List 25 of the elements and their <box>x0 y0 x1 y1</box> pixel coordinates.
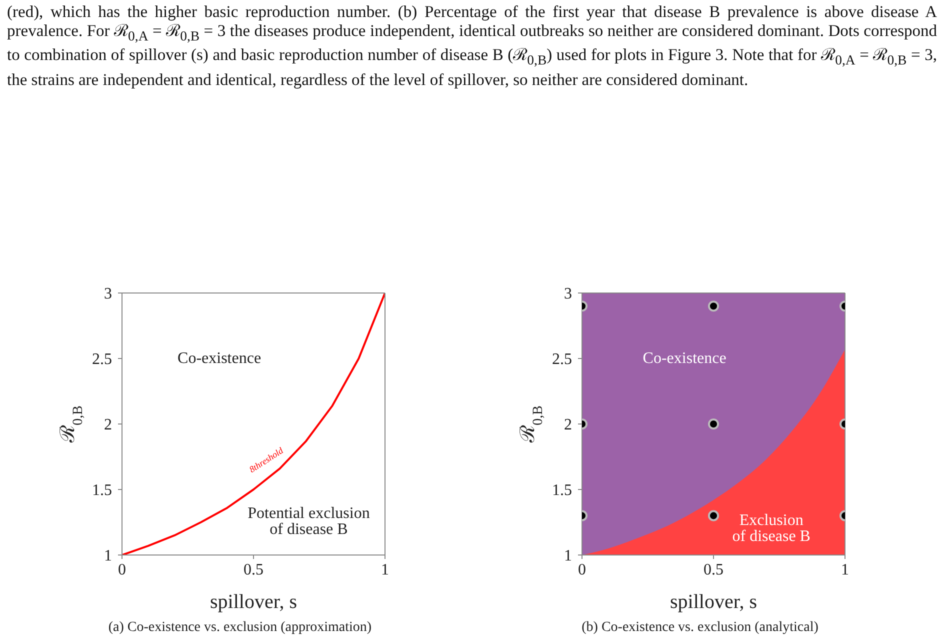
x-axis-title: spillover, s <box>210 591 298 613</box>
y-tick-label: 1.5 <box>552 482 572 500</box>
annotation: Co-existence <box>178 350 262 366</box>
x-tick-label: 1 <box>841 561 849 578</box>
annotation: Potential exclusion of disease B <box>248 505 370 538</box>
y-tick-label: 1.5 <box>92 482 112 500</box>
x-tick-label: 0.5 <box>244 561 264 578</box>
x-tick-label: 1 <box>381 561 389 578</box>
y-tick-label: 2.5 <box>92 351 112 368</box>
x-tick-label: 0.5 <box>704 561 724 578</box>
y-tick-label: 1 <box>564 548 572 565</box>
text: (a) Co-existence vs. exclusion (approximation) <box>107 620 373 636</box>
x-axis-title: spillover, s <box>670 591 758 613</box>
y-tick-label: 3 <box>564 286 572 303</box>
annotation: Exclusion of disease B <box>732 512 810 545</box>
y-tick-label: 2 <box>104 416 112 434</box>
annotation: Co-existence <box>642 350 726 366</box>
x-tick-label: 0 <box>578 561 586 578</box>
y-tick-label: 1 <box>104 548 112 565</box>
y-tick-label: 3 <box>104 286 112 303</box>
y-tick-label: 2.5 <box>552 351 572 368</box>
text: (red), which has the higher basic reproduction number. (b) Percentage of the first year that disease B prevalence is above disease A prevalence. For ℛ$_{0,A}$ = ℛ$_{0,B}$ = 3 the diseases produce independent, identical outbreaks so neither are considered dominant. Dots correspond to combination of spillover (s) and basic reproduction number of disease B (ℛ$_{0,B}$) used for plots in Figure 3. Note that for ℛ$_{0,A}$ = ℛ$_{0,B}$ = 3, the strains are independent and identical, regardless of the level of spillover, so neither are considered dominant. <box>7 2 938 89</box>
x-tick-label: 0 <box>118 561 126 578</box>
text: (b) Co-existence vs. exclusion (analytical) <box>580 620 820 636</box>
y-tick-label: 2 <box>564 416 572 434</box>
